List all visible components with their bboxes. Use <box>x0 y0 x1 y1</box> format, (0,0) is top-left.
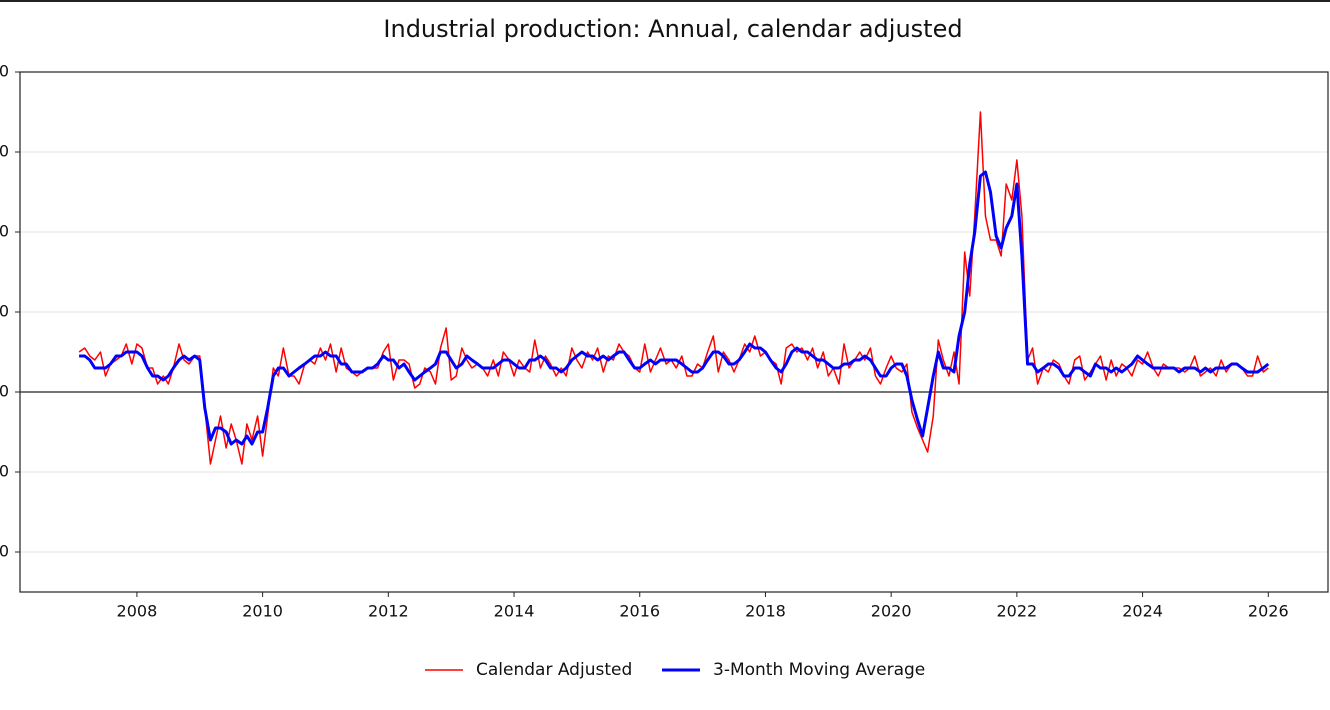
y-tick-label: -20 <box>0 542 9 561</box>
y-tick-label: 30 <box>0 142 9 161</box>
x-tick-label: 2016 <box>619 602 660 621</box>
grid <box>20 71 1328 553</box>
legend-label: 3-Month Moving Average <box>713 660 925 680</box>
series-line <box>78 111 1269 465</box>
legend-label: Calendar Adjusted <box>476 660 632 680</box>
x-tick-label: 2014 <box>494 602 535 621</box>
x-tick-label: 2012 <box>368 602 409 621</box>
chart-title: Industrial production: Annual, calendar … <box>383 15 962 43</box>
x-tick-label: 2022 <box>997 602 1038 621</box>
x-tick-label: 2010 <box>242 602 283 621</box>
x-tick-label: 2018 <box>745 602 786 621</box>
series-line <box>79 170 1270 446</box>
y-tick-label: 10 <box>0 302 9 321</box>
x-tick-label: 2024 <box>1122 602 1163 621</box>
y-tick-label: -10 <box>0 462 9 481</box>
x-tick-label: 2026 <box>1248 602 1289 621</box>
x-tick-label: 2020 <box>871 602 912 621</box>
plot-area <box>78 111 1270 465</box>
y-tick-label: 20 <box>0 222 9 241</box>
y-tick-label: 0 <box>0 382 9 401</box>
y-tick-label: 40 <box>0 62 9 81</box>
plot-border <box>19 71 1329 593</box>
legend: Calendar Adjusted 3-Month Moving Average <box>425 660 925 680</box>
x-tick-label: 2008 <box>117 602 158 621</box>
